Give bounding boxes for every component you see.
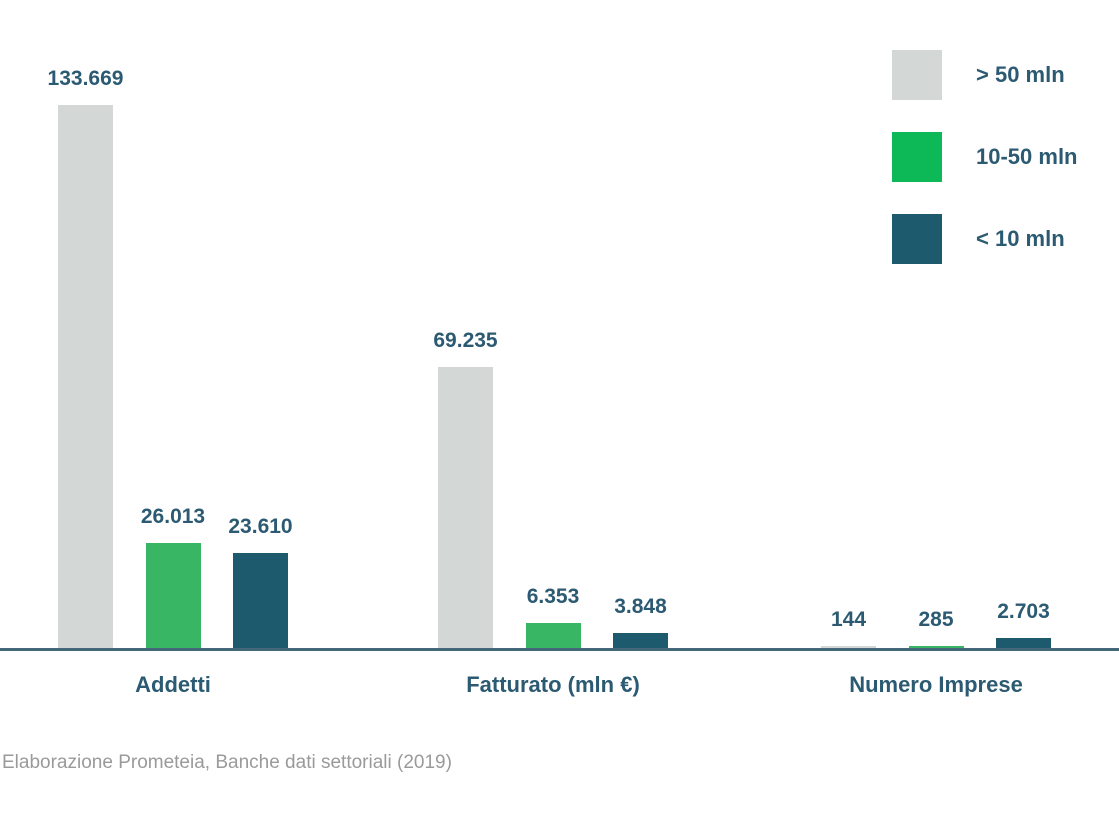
value-label: 23.610 [228,515,293,538]
category-label: Fatturato (mln €) [466,672,640,697]
legend-label: < 10 mln [976,226,1065,251]
legend-swatch [892,214,942,264]
bar [145,543,201,649]
bar [613,633,668,649]
legend-item: < 10 mln [892,214,1078,264]
legend: > 50 mln 10-50 mln < 10 mln [892,50,1078,296]
legend-label: 10-50 mln [976,144,1078,169]
value-label: 133.669 [47,67,124,90]
x-axis-line [0,648,1119,651]
value-label: 69.235 [433,329,498,352]
bar [996,638,1051,649]
value-label: 3.848 [614,595,667,618]
value-label: 285 [918,608,954,631]
bar [821,646,876,649]
bar [233,553,288,649]
legend-swatch [892,132,942,182]
value-label: 26.013 [140,505,206,528]
plot-area: 133.669 26.013 23.610 69.235 6.353 3.848 144 28… [47,67,1051,649]
legend-label: > 50 mln [976,62,1065,87]
bar [438,367,493,649]
bar [908,646,964,649]
legend-item: > 50 mln [892,50,1078,100]
value-label: 6.353 [526,585,580,608]
legend-item: 10-50 mln [892,132,1078,182]
x-axis-labels: Addetti Fatturato (mln €) Numero Imprese [0,672,1119,702]
value-label: 2.703 [997,600,1050,623]
bar [58,105,113,649]
bar [525,623,581,649]
legend-swatch [892,50,942,100]
value-label: 144 [830,608,867,631]
category-label: Addetti [135,672,211,697]
source-note: Elaborazione Prometeia, Banche dati sett… [2,752,452,773]
category-label: Numero Imprese [849,672,1023,697]
